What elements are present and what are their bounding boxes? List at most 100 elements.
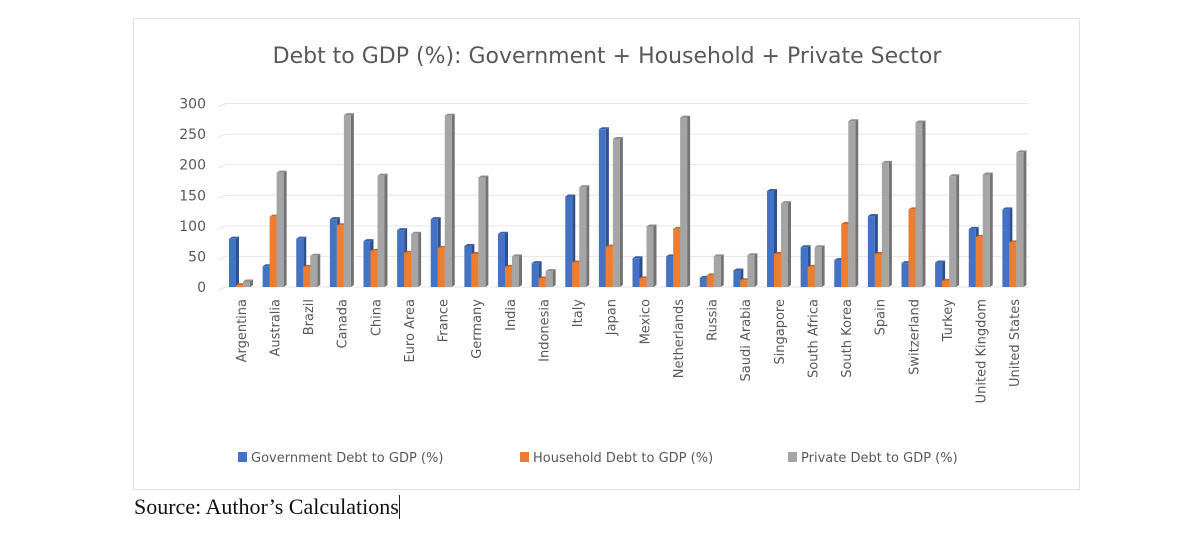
bar-top: [968, 226, 979, 229]
bar: [781, 201, 791, 287]
bar-side: [451, 113, 455, 287]
bar-top: [598, 127, 609, 130]
bars: [229, 113, 1027, 288]
legend-swatch: [788, 452, 797, 462]
bar-front: [512, 256, 519, 287]
y-tick-label: 50: [188, 249, 206, 265]
legend-item: Household Debt to GDP (%): [520, 451, 713, 466]
x-tick-label: United States: [1008, 299, 1023, 387]
bar-top: [800, 245, 811, 248]
bar: [982, 172, 993, 287]
bar-front: [800, 247, 808, 287]
bar-front: [942, 280, 950, 287]
bar-top: [733, 268, 744, 271]
bar-side: [754, 253, 758, 287]
bar-front: [229, 238, 236, 287]
legend-label: Government Debt to GDP (%): [251, 451, 443, 466]
bar-top: [310, 253, 321, 256]
bar-front: [397, 230, 405, 287]
bar-front: [471, 253, 479, 287]
bar-top: [478, 175, 489, 178]
bar-front: [329, 219, 337, 287]
bar-front: [673, 228, 681, 287]
legend-item: Government Debt to GDP (%): [238, 451, 443, 466]
y-axis-ticks: 0 50 100 150 200 250 300: [179, 97, 206, 297]
bar-front: [336, 225, 344, 287]
gridline-slant: [217, 103, 227, 107]
bar-front: [310, 255, 318, 287]
bar-side: [956, 174, 960, 287]
bar-front: [437, 247, 445, 287]
gridline-slant: [217, 164, 227, 169]
chart-title: Debt to GDP (%): Government + Household …: [273, 44, 943, 69]
chart-frame: Debt to GDP (%): Government + Household …: [133, 18, 1080, 490]
legend-label: Private Debt to GDP (%): [801, 451, 958, 466]
bar-top: [512, 254, 522, 257]
x-tick-label: France: [437, 299, 452, 342]
y-tick-label: 0: [197, 280, 206, 296]
bar-top: [498, 231, 508, 234]
bar: [411, 231, 422, 287]
x-tick-label: Italy: [571, 299, 586, 328]
bar-front: [982, 174, 990, 287]
bar-front: [343, 115, 351, 287]
bar: [512, 254, 522, 287]
bar-front: [975, 236, 983, 287]
bar-top: [867, 214, 878, 217]
bar-front: [572, 262, 580, 287]
bar-top: [343, 113, 354, 116]
bar-front: [612, 138, 620, 287]
bar-front: [699, 277, 707, 287]
bar-side: [384, 173, 388, 287]
bar-front: [874, 253, 882, 287]
bar-top: [848, 119, 859, 122]
bar-side: [619, 136, 623, 287]
bar: [377, 173, 388, 287]
bar-front: [478, 177, 486, 287]
legend-label: Household Debt to GDP (%): [533, 451, 713, 466]
x-tick-label: Mexico: [638, 299, 653, 344]
bar-top: [632, 256, 643, 259]
gridline-slant: [217, 194, 227, 199]
bar-front: [848, 121, 856, 287]
bar: [276, 170, 287, 287]
x-tick-label: Switzerland: [907, 299, 922, 375]
legend: Government Debt to GDP (%) Household Debt…: [238, 451, 958, 466]
bar-side: [350, 113, 354, 287]
legend-item: Private Debt to GDP (%): [788, 451, 958, 466]
bar-top: [612, 136, 623, 139]
bar-front: [363, 241, 371, 287]
bar-front: [545, 271, 553, 287]
bar-side: [989, 172, 993, 287]
gridline-slant: [217, 255, 227, 260]
bar-top: [680, 115, 691, 118]
bar-front: [505, 266, 512, 287]
bar-top: [276, 170, 287, 173]
bar-front: [639, 278, 647, 287]
bar-front: [236, 285, 243, 287]
bar-top: [363, 239, 374, 242]
bar-front: [404, 252, 412, 287]
bar: [814, 245, 825, 287]
bar-top: [982, 172, 993, 175]
gridlines: [217, 103, 1029, 291]
gridline-slant: [217, 133, 227, 138]
bar-top: [915, 120, 926, 123]
bar-front: [680, 117, 688, 288]
x-tick-label: Euro Area: [403, 299, 418, 363]
bar-front: [767, 190, 774, 287]
bar-front: [411, 233, 419, 287]
bar-front: [444, 115, 452, 287]
bar-side: [586, 185, 590, 287]
bar-front: [498, 233, 505, 287]
x-tick-label: Canada: [336, 299, 351, 348]
bar-top: [329, 217, 340, 220]
bar-front: [949, 176, 957, 287]
bar-front: [713, 256, 721, 287]
x-tick-label: Singapore: [773, 299, 788, 365]
bar-top: [296, 236, 307, 239]
bar-top: [430, 217, 441, 220]
bar: [646, 224, 657, 287]
bar-front: [296, 238, 304, 287]
bar-front: [269, 216, 277, 287]
